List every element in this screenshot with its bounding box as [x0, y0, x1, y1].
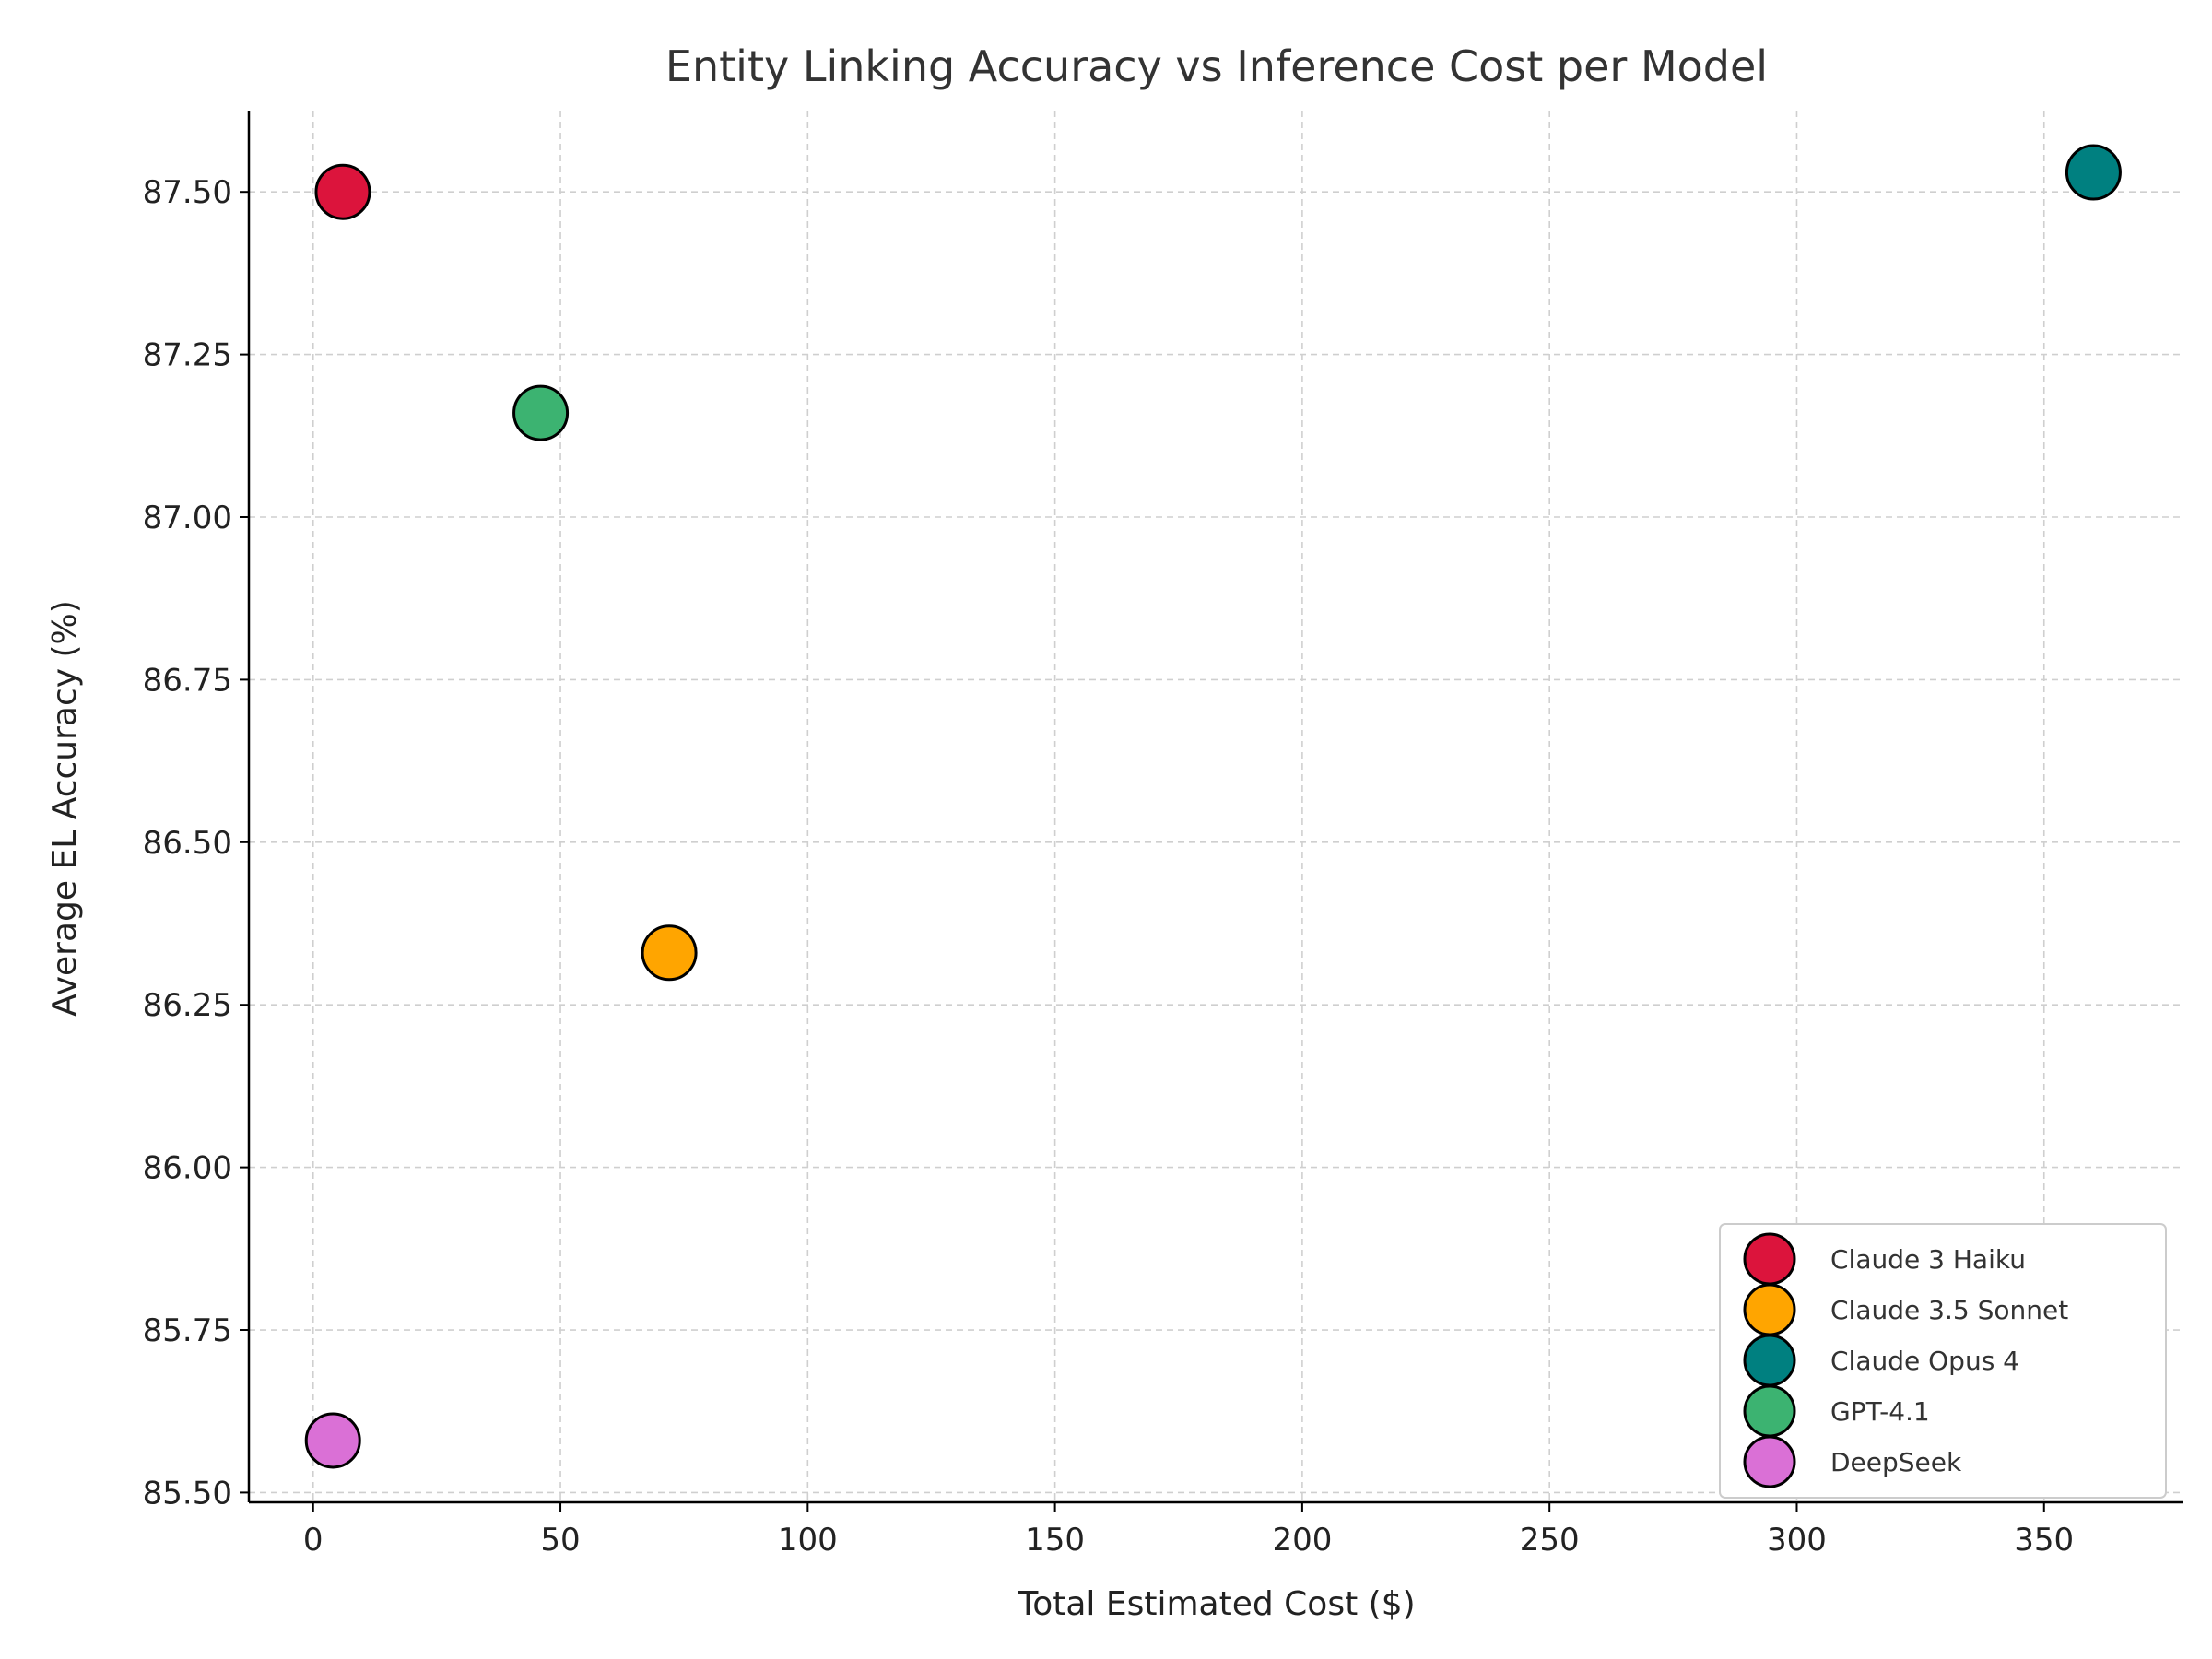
y-tick-label: 86.00 [143, 1150, 232, 1187]
y-tick-label: 87.25 [143, 337, 232, 374]
legend: Claude 3 Haiku Claude 3.5 Sonnet Claude Op… [1719, 1223, 2167, 1499]
chart-title: Entity Linking Accuracy vs Inference Cos… [665, 41, 1768, 91]
y-tick-label: 85.75 [143, 1312, 232, 1349]
legend-frame [1719, 1223, 2167, 1499]
point-gpt-4-1 [512, 384, 570, 441]
y-tick-label: 86.25 [143, 987, 232, 1024]
x-tick-label: 350 [2014, 1522, 2074, 1559]
legend-label: DeepSeek [1830, 1447, 1962, 1477]
legend-label: Claude Opus 4 [1830, 1346, 2019, 1376]
legend-marker [1743, 1384, 1796, 1438]
x-tick-label: 200 [1272, 1522, 1332, 1559]
y-axis-ticks: 85.50 85.75 86.00 86.25 86.50 86.75 87.00 87.25… [143, 174, 249, 1512]
y-tick-label: 87.50 [143, 174, 232, 211]
legend-marker [1743, 1232, 1796, 1286]
x-tick-label: 250 [1520, 1522, 1580, 1559]
x-tick-label: 150 [1025, 1522, 1085, 1559]
x-tick-label: 300 [1767, 1522, 1827, 1559]
y-tick-label: 86.50 [143, 825, 232, 862]
x-tick-label: 100 [778, 1522, 838, 1559]
x-axis-label: Total Estimated Cost ($) [1017, 1585, 1415, 1623]
axes-spines [247, 111, 2183, 1504]
legend-marker [1743, 1435, 1796, 1488]
point-deepseek [304, 1412, 361, 1469]
point-claude-opus-4 [2065, 144, 2122, 201]
x-tick-label: 0 [303, 1522, 324, 1559]
x-axis-ticks: 0 50 100 150 200 250 300 350 [303, 1502, 2074, 1559]
y-tick-label: 85.50 [143, 1475, 232, 1512]
data-points [304, 144, 2122, 1469]
legend-marker [1743, 1334, 1796, 1387]
legend-label: Claude 3.5 Sonnet [1830, 1295, 2068, 1325]
grid [249, 111, 2183, 1502]
x-tick-label: 50 [540, 1522, 580, 1559]
y-tick-label: 86.75 [143, 662, 232, 699]
y-tick-label: 87.00 [143, 500, 232, 536]
legend-marker [1743, 1283, 1796, 1336]
y-axis-label: Average EL Accuracy (%) [46, 600, 84, 1017]
point-claude-3-5-sonnet [641, 924, 698, 982]
point-claude-3-haiku [314, 163, 371, 220]
legend-label: Claude 3 Haiku [1830, 1244, 2026, 1275]
legend-label: GPT-4.1 [1830, 1396, 1930, 1427]
